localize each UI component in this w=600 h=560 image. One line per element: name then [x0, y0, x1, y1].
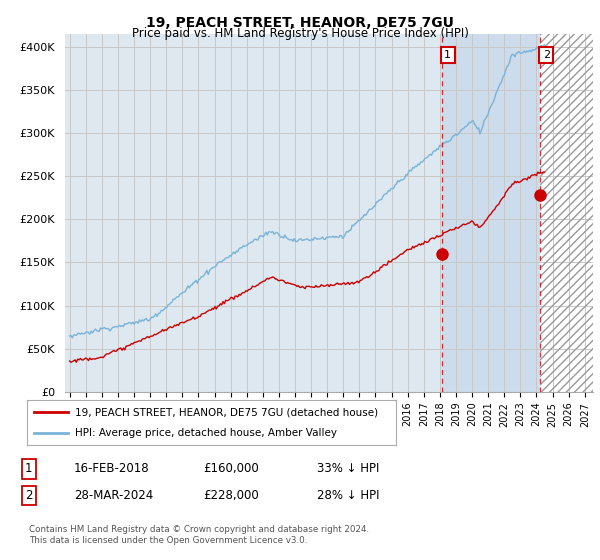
Text: 16-FEB-2018: 16-FEB-2018 [74, 462, 149, 475]
Text: £228,000: £228,000 [203, 489, 259, 502]
Text: Price paid vs. HM Land Registry's House Price Index (HPI): Price paid vs. HM Land Registry's House … [131, 27, 469, 40]
Text: 19, PEACH STREET, HEANOR, DE75 7GU: 19, PEACH STREET, HEANOR, DE75 7GU [146, 16, 454, 30]
Text: 1: 1 [25, 462, 32, 475]
Text: 33% ↓ HPI: 33% ↓ HPI [317, 462, 379, 475]
Text: 28-MAR-2024: 28-MAR-2024 [74, 489, 153, 502]
Text: Contains HM Land Registry data © Crown copyright and database right 2024.
This d: Contains HM Land Registry data © Crown c… [29, 525, 369, 545]
Bar [541, 34, 593, 392]
Text: 28% ↓ HPI: 28% ↓ HPI [317, 489, 379, 502]
Text: £160,000: £160,000 [203, 462, 259, 475]
Text: HPI: Average price, detached house, Amber Valley: HPI: Average price, detached house, Ambe… [75, 428, 337, 438]
Text: 1: 1 [444, 50, 451, 60]
Text: 2: 2 [25, 489, 32, 502]
Text: 19, PEACH STREET, HEANOR, DE75 7GU (detached house): 19, PEACH STREET, HEANOR, DE75 7GU (deta… [75, 408, 378, 418]
Text: 2: 2 [543, 50, 550, 60]
